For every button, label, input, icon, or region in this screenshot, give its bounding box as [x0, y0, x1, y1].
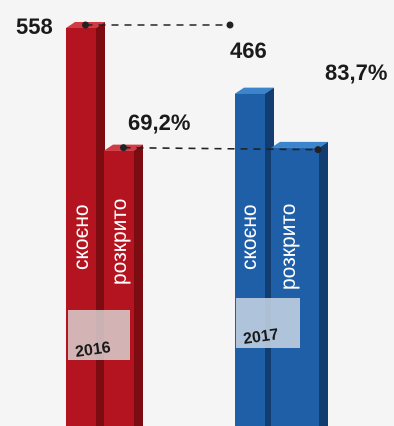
bar-2016-solved [104, 144, 143, 426]
leader-line-solved-dot-end [314, 146, 322, 154]
bar-2017-committed-series-label: скоєно [238, 204, 261, 270]
leader-line-committed-dot-end [226, 21, 234, 29]
year-plate-2017 [236, 298, 300, 348]
bar-2017-solved-series-label: розкрито [277, 204, 300, 290]
leader-line-solved [123, 146, 319, 151]
year-label-2016: 2016 [74, 339, 112, 361]
group-2017: 2017 скоєно розкрито [235, 87, 328, 426]
value-label-2017-committed: 466 [230, 38, 267, 63]
leader-line-committed-dot-start [82, 21, 89, 29]
bar-2017-solved [271, 141, 328, 426]
leader-line-solved-dot-start [120, 144, 127, 152]
bar-2017-committed-top [235, 87, 274, 94]
bar-2016-solved-front [104, 150, 134, 426]
bar-2017-solved-top [271, 141, 328, 148]
year-plate-2016 [68, 310, 130, 360]
year-label-2017: 2017 [242, 326, 280, 348]
bar-2016-committed-series-label: скоєно [70, 204, 93, 270]
value-label-2017-solved: 83,7% [325, 60, 387, 85]
bar-2017-solved-side [319, 141, 328, 426]
value-label-2016-solved: 69,2% [128, 110, 190, 135]
bar-2017-solved-front [271, 147, 319, 426]
bar-2016-solved-side [134, 144, 143, 426]
group-2016: 2016 скоєно розкрито [66, 22, 143, 426]
bar-2016-committed-side [96, 22, 105, 426]
bar-2016-solved-series-label: розкрито [108, 199, 131, 285]
value-label-2016-committed: 558 [16, 14, 53, 39]
